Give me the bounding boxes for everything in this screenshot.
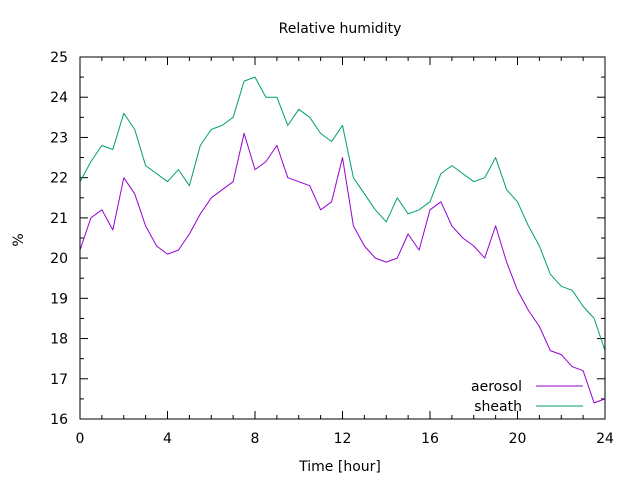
chart-title: Relative humidity: [279, 21, 402, 37]
x-tick-label: 8: [251, 431, 260, 447]
y-tick-label: 16: [50, 412, 68, 428]
x-tick-label: 0: [76, 431, 85, 447]
y-tick-label: 25: [50, 50, 68, 66]
y-tick-label: 17: [50, 372, 68, 388]
y-axis-label: %: [11, 233, 27, 246]
y-tick-label: 18: [50, 332, 68, 348]
legend-label-sheath: sheath: [474, 399, 522, 415]
legend: aerosol sheath: [471, 379, 583, 415]
x-axis-label: Time [hour]: [298, 459, 381, 475]
legend-label-aerosol: aerosol: [471, 379, 522, 395]
y-tick-label: 22: [50, 171, 68, 187]
series-line-aerosol: [79, 132, 606, 404]
series-group: [79, 76, 606, 404]
y-tick-label: 24: [50, 90, 68, 106]
x-tick-label: 12: [334, 431, 352, 447]
y-tick-label: 19: [50, 291, 68, 307]
y-tick-label: 20: [50, 251, 68, 267]
series-line-sheath: [79, 76, 606, 351]
axis-ticks: 16 17 18 19 20 21 22 23 24 25 0 4 8 12 16 20 24: [50, 50, 614, 447]
y-tick-label: 21: [50, 211, 68, 227]
x-tick-label: 20: [509, 431, 527, 447]
plot-frame: [79, 56, 606, 420]
y-tick-label: 23: [50, 130, 68, 146]
x-tick-label: 4: [163, 431, 172, 447]
x-tick-label: 24: [596, 431, 614, 447]
x-tick-label: 16: [421, 431, 439, 447]
